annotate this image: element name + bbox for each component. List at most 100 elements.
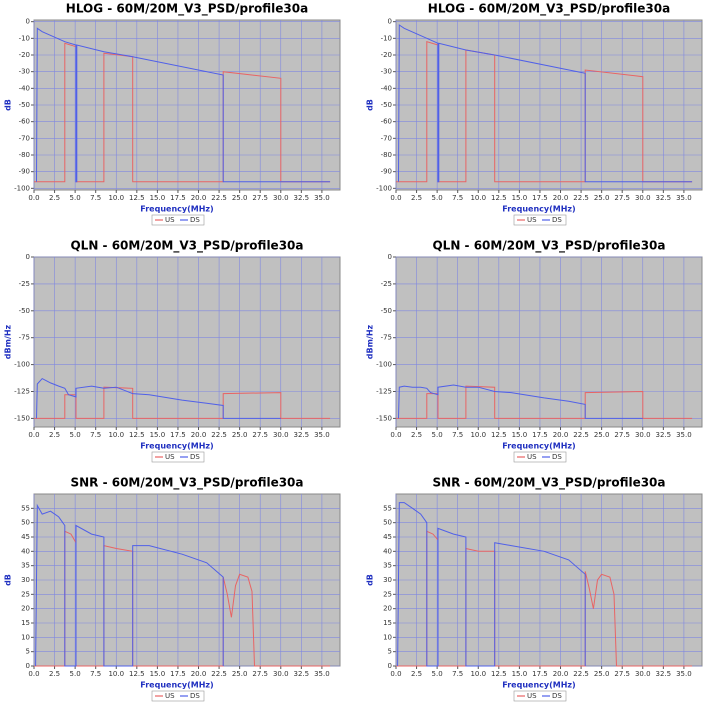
y-tick-label: -75 [381,334,392,342]
y-tick-label: -125 [14,387,30,395]
x-axis-label: Frequency(MHz) [502,681,575,690]
x-tick-label: 32.5 [656,670,672,678]
y-axis-label: dBm/Hz [366,324,375,359]
legend-label: US [165,216,175,224]
y-axis-label: dB [4,574,13,586]
chart: HLOG - 60M/20M_V3_PSD/profile30a 0 -10 -20 -… [366,2,703,226]
legend-box [513,690,567,702]
x-tick-label: 35.0 [314,670,330,678]
y-tick-label: 50 [383,519,392,527]
plot-area [395,256,703,428]
x-tick-label: 5.0 [70,194,81,202]
x-tick-label: 22.5 [573,431,589,439]
y-tick-label: -30 [381,68,392,76]
chart-title: SNR - 60M/20M_V3_PSD/profile30a [70,476,303,491]
data-line [35,503,224,667]
x-tick-label: 10.0 [470,670,486,678]
y-tick-label: -50 [19,307,30,315]
chart-title: QLN - 60M/20M_V3_PSD/profile30a [70,239,303,254]
legend-label: DS [552,216,562,224]
x-tick-label: 20.0 [553,194,569,202]
x-tick-label: 12.5 [491,670,507,678]
x-tick-label: 35.0 [676,194,692,202]
data-line [397,502,586,667]
x-tick-label: 5.0 [432,194,443,202]
x-tick-label: 30.0 [273,194,289,202]
x-tick-label: 5.0 [432,431,443,439]
y-tick-label: -150 [376,414,392,422]
y-tick-label: -50 [381,307,392,315]
y-tick-label: 0 [26,662,30,670]
y-tick-label: 5 [388,648,392,656]
x-tick-label: 20.0 [191,194,207,202]
x-tick-label: 12.5 [491,431,507,439]
x-tick-label: 32.5 [656,194,672,202]
x-tick-label: 30.0 [635,431,651,439]
x-tick-label: 2.5 [49,431,60,439]
y-axis-label: dB [366,99,375,111]
x-tick-label: 27.5 [252,670,268,678]
y-tick-label: 30 [21,576,30,584]
y-axis-label: dB [366,574,375,586]
x-tick-label: 12.5 [129,670,145,678]
legend-label: DS [190,692,200,700]
legend-label: DS [552,453,562,461]
x-tick-label: 32.5 [656,431,672,439]
y-tick-label: 45 [383,533,392,541]
legend-box [151,214,205,226]
x-tick-label: 25.0 [232,194,248,202]
y-tick-label: -40 [19,84,30,92]
data-line [36,377,281,419]
x-tick-label: 20.0 [191,431,207,439]
data-line [398,24,693,183]
y-tick-label: -125 [376,387,392,395]
legend-box [151,690,205,702]
y-tick-label: -10 [19,34,30,42]
x-tick-label: 7.5 [452,194,463,202]
y-tick-label: -50 [381,101,392,109]
y-tick-label: 20 [21,605,30,613]
chart: SNR - 60M/20M_V3_PSD/profile30a 0 5 10 15 20 2… [366,476,703,702]
chart: HLOG - 60M/20M_V3_PSD/profile30a 0 -10 -20 -… [4,2,341,226]
x-tick-label: 22.5 [211,431,227,439]
x-tick-label: 15.0 [150,194,166,202]
y-tick-label: -150 [14,414,30,422]
x-tick-label: 22.5 [573,670,589,678]
x-tick-label: 35.0 [314,431,330,439]
y-tick-label: -90 [381,168,392,176]
x-tick-label: 17.5 [170,431,186,439]
y-tick-label: 15 [383,619,392,627]
x-tick-label: 27.5 [614,670,630,678]
x-tick-label: 22.5 [573,194,589,202]
x-tick-label: 20.0 [553,431,569,439]
x-tick-label: 0.0 [390,431,401,439]
y-tick-label: -20 [381,51,392,59]
x-tick-label: 25.0 [232,431,248,439]
y-tick-label: -100 [376,184,392,192]
x-tick-label: 12.5 [129,194,145,202]
y-tick-label: 0 [26,253,30,261]
x-tick-label: 35.0 [676,670,692,678]
x-axis-label: Frequency(MHz) [502,205,575,214]
x-tick-label: 2.5 [411,194,422,202]
x-tick-label: 10.0 [470,194,486,202]
x-tick-label: 17.5 [170,194,186,202]
y-tick-label: 5 [26,648,30,656]
x-tick-label: 17.5 [532,670,548,678]
y-tick-label: 55 [21,504,30,512]
x-tick-label: 0.0 [28,670,39,678]
x-tick-label: 25.0 [594,431,610,439]
x-tick-label: 15.0 [150,431,166,439]
x-tick-label: 15.0 [512,194,528,202]
x-tick-label: 7.5 [452,431,463,439]
plot-area [33,256,341,428]
y-tick-label: 35 [21,562,30,570]
y-tick-label: 25 [383,590,392,598]
y-tick-label: -10 [381,34,392,42]
data-line [36,27,331,183]
x-tick-label: 10.0 [108,431,124,439]
x-axis-label: Frequency(MHz) [140,205,213,214]
x-tick-label: 0.0 [28,431,39,439]
x-tick-label: 32.5 [294,431,310,439]
